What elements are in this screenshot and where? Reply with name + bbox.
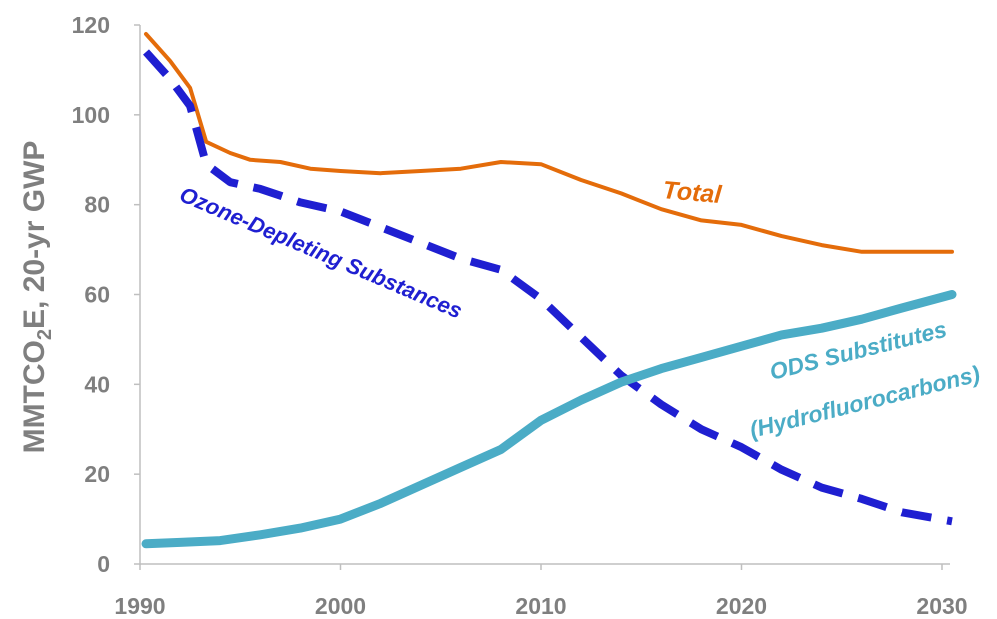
annotation-total: Total: [661, 176, 723, 209]
y-tick-label: 40: [84, 371, 110, 397]
axes: [139, 25, 950, 565]
y-axis-label-suffix: E, 20-yr GWP: [18, 141, 51, 329]
x-tick-label: 2000: [315, 593, 366, 619]
y-axis-label: MMTCO2E, 20-yr GWP: [18, 141, 56, 454]
x-tick-label: 2010: [515, 593, 566, 619]
y-tick-label: 60: [84, 282, 110, 308]
y-tick-label: 0: [97, 551, 110, 577]
x-tick-label: 2030: [916, 593, 967, 619]
series-line-total: [144, 32, 954, 254]
series-lines: [141, 32, 957, 549]
series-line-ods-substitutes-hydrofluorocarbons: [141, 290, 957, 549]
y-tick-label: 20: [84, 461, 110, 487]
y-tick-label: 80: [84, 192, 110, 218]
annotation-ozone-depleting-substances: Ozone-Depleting Substances: [176, 182, 466, 324]
series-line-ozone-depleting-substances: [143, 49, 953, 526]
y-axis-label-prefix: MMTCO: [18, 340, 51, 453]
x-tick-label: 2020: [716, 593, 767, 619]
y-tick-labels: 0 20 40 60 80 100 120: [72, 12, 140, 577]
y-tick-label: 120: [72, 12, 110, 38]
x-tick-labels: 1990 2000 2010 2020 2030: [114, 564, 968, 619]
y-tick-label: 100: [72, 102, 110, 128]
y-axis-label-subscript: 2: [34, 329, 56, 340]
x-tick-label: 1990: [114, 593, 165, 619]
